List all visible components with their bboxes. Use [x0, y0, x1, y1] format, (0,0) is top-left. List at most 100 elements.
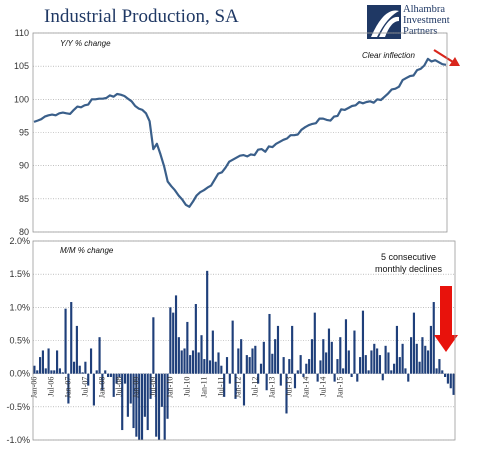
arrow-head: [434, 335, 458, 352]
mom-bar: [259, 363, 263, 374]
mom-bar: [274, 339, 277, 374]
mom-y-tick-label: 1.5%: [9, 269, 30, 279]
mom-bar: [208, 360, 212, 374]
mom-bar: [101, 373, 104, 391]
mom-bar: [118, 373, 121, 377]
mom-bar: [265, 373, 268, 391]
mom-bar: [223, 373, 226, 397]
mom-bar: [135, 373, 138, 437]
mom-bar: [106, 373, 110, 377]
mom-bar: [251, 348, 254, 374]
mom-bar: [350, 373, 353, 377]
logo-line: Alhambra: [403, 4, 445, 15]
mom-bar: [200, 335, 203, 374]
mom-bar: [449, 373, 452, 389]
mom-bar: [429, 325, 432, 374]
mom-bar: [84, 361, 87, 374]
mom-bar: [353, 330, 356, 374]
mom-bar: [336, 359, 339, 374]
mom-bar: [166, 373, 169, 419]
mom-bar: [155, 373, 158, 437]
mom-bar: [143, 373, 146, 417]
mom-bar: [347, 350, 350, 374]
yoy-y-tick-label: 105: [14, 61, 29, 71]
mom-bar: [398, 357, 401, 374]
logo-arch-icon: [371, 10, 399, 37]
mom-bar: [115, 373, 118, 384]
mom-bar: [149, 373, 152, 399]
mom-bar: [140, 373, 144, 440]
mom-x-tick-label: Jan-12: [233, 377, 242, 398]
mom-bar: [404, 368, 407, 374]
mom-x-tick-label: Jul-06: [46, 377, 55, 397]
mom-bar: [401, 343, 404, 374]
mom-bar: [177, 337, 180, 374]
mom-y-tick-label: 1.0%: [9, 302, 30, 312]
mom-x-tick-label: Jul-08: [114, 377, 123, 397]
mom-bar: [47, 348, 50, 374]
mom-x-tick-label: Jan-10: [165, 377, 174, 398]
yoy-y-tick-label: 110: [15, 28, 29, 38]
mom-x-tick-label: Jul-11: [216, 377, 225, 397]
mom-bar: [359, 357, 362, 374]
mom-bar: [296, 370, 299, 374]
mom-bar: [191, 350, 195, 374]
mom-bar: [81, 372, 84, 374]
mom-x-tick-label: Jan-11: [199, 377, 208, 398]
mom-bar: [186, 321, 189, 374]
mom-bar: [197, 352, 200, 374]
mom-bar: [313, 312, 316, 374]
mom-bar: [237, 348, 240, 374]
mom-x-tick-label: Jan-07: [63, 377, 72, 398]
mom-x-tick-label: Jul-14: [318, 377, 327, 397]
arrow-shaft: [440, 286, 452, 336]
mom-bar: [421, 337, 424, 374]
mom-bar: [89, 348, 93, 374]
mom-bar: [152, 317, 155, 374]
mom-bar: [245, 355, 248, 374]
mom-bar: [293, 373, 297, 389]
mom-bar: [240, 339, 243, 374]
mom-bar: [452, 373, 455, 395]
mom-bar: [387, 352, 390, 374]
mom-bar: [288, 359, 291, 374]
mom-bar: [126, 373, 129, 417]
mom-bar: [330, 341, 333, 374]
mom-bar: [123, 373, 127, 384]
mom-x-tick-label: Jan-06: [29, 377, 38, 398]
yoy-y-tick-label: 80: [19, 227, 29, 237]
inflection-arrow-icon: [433, 49, 460, 66]
mom-bar: [438, 359, 441, 374]
mom-bar: [441, 370, 444, 374]
mom-bar: [228, 373, 231, 384]
mom-bar: [432, 302, 435, 374]
mom-bar: [225, 357, 229, 374]
mom-bar: [268, 313, 271, 374]
mom-bar: [299, 355, 302, 374]
mom-bar: [64, 308, 67, 374]
mom-bar: [174, 295, 178, 374]
mom-y-tick-label: 0.0%: [9, 369, 30, 379]
yoy-series-line: [33, 57, 447, 208]
mom-bar: [248, 357, 251, 374]
page-title: Industrial Production, SA: [44, 6, 239, 27]
mom-bar-chart: -1.0% -0.5% 0.0% 0.5% 1.0% 1.5% 2.0% Jan-06 Jul…: [6, 236, 458, 445]
mom-bar: [109, 373, 112, 377]
mom-bar: [373, 343, 376, 374]
mom-bar: [194, 304, 197, 374]
mom-bar: [214, 361, 217, 374]
mom-x-tick-label: Jan-09: [131, 377, 140, 398]
mom-bar: [282, 357, 285, 374]
mom-bar: [344, 319, 348, 374]
mom-bar: [67, 373, 70, 404]
yoy-y-tick-label: 90: [19, 161, 29, 171]
mom-bar: [98, 337, 101, 374]
mom-bar: [361, 310, 365, 374]
mom-bar: [58, 368, 61, 374]
mom-x-tick-label: Jan-14: [301, 377, 310, 398]
logo-line: Investment: [403, 15, 450, 26]
logo-wordmark: Alhambra Investment Partners: [403, 4, 450, 37]
mom-bar: [339, 337, 342, 374]
mom-bar: [327, 328, 331, 374]
mom-bar: [378, 355, 382, 374]
